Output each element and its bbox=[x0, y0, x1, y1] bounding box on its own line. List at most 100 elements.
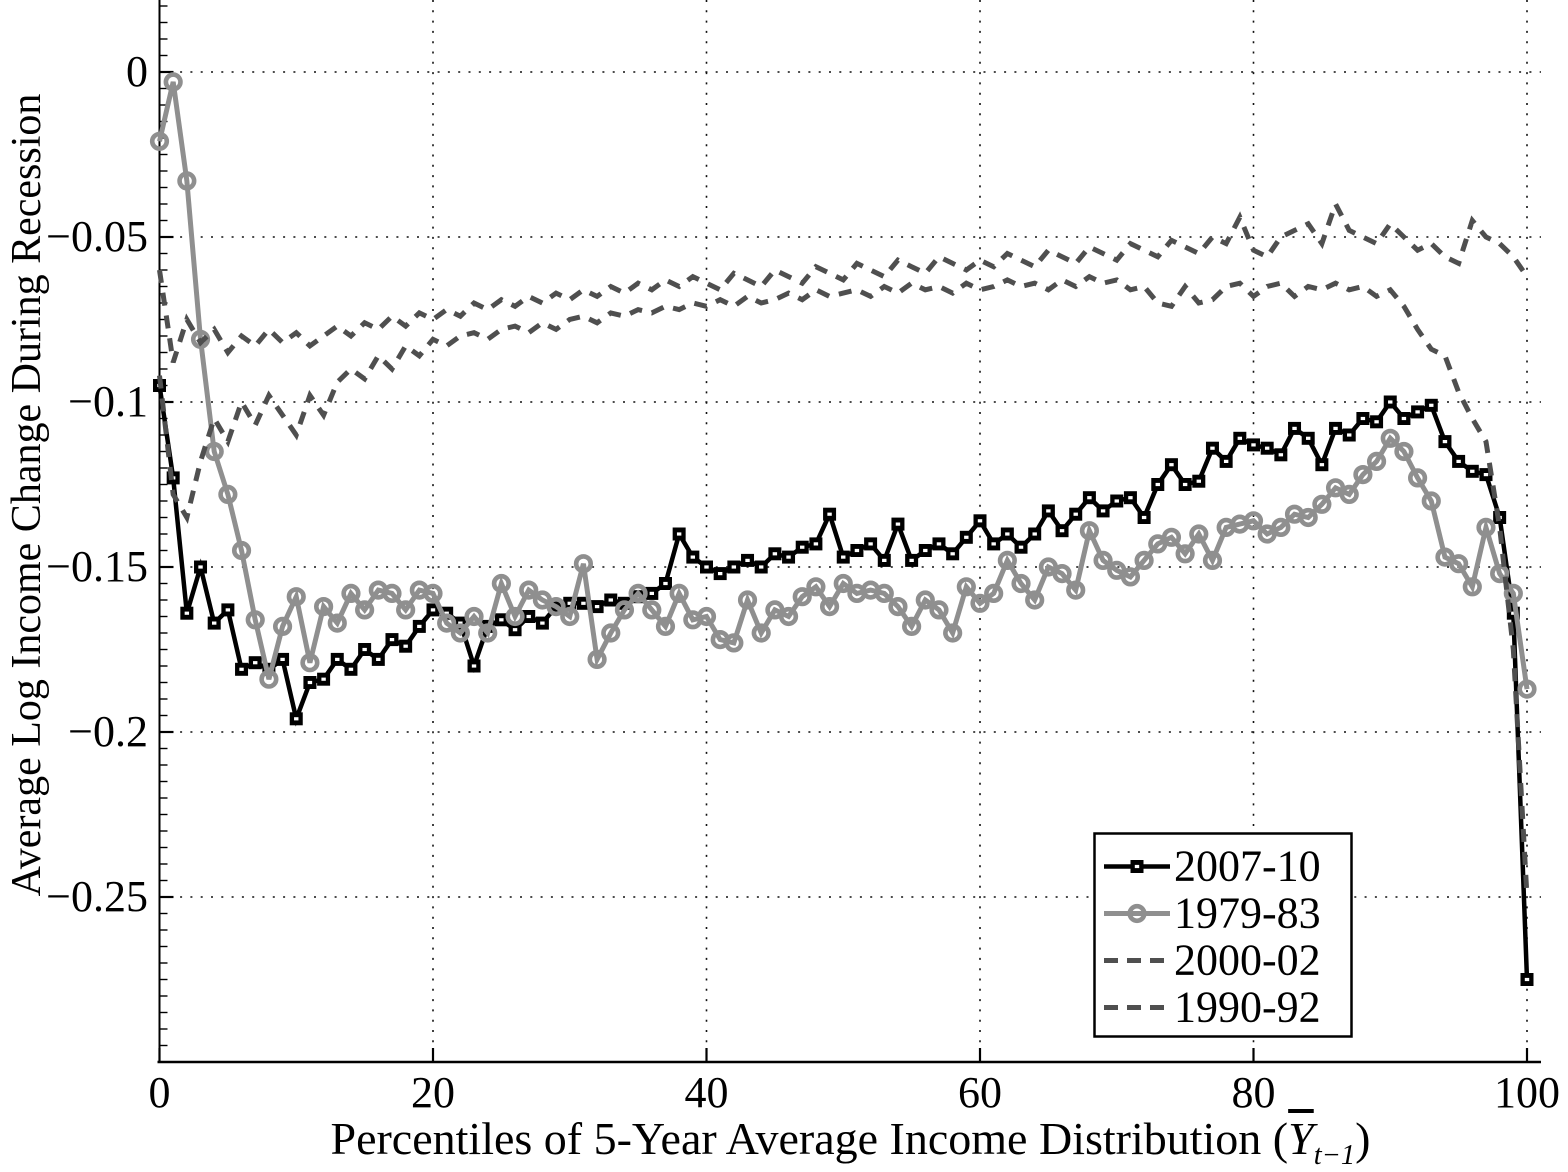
marker-circle bbox=[943, 623, 963, 643]
marker-circle bbox=[314, 596, 334, 617]
marker-square-dot bbox=[1059, 529, 1065, 533]
marker-circle bbox=[751, 623, 771, 643]
marker-square-dot bbox=[225, 608, 231, 612]
marker-square-dot bbox=[471, 664, 477, 668]
marker-circle bbox=[478, 623, 498, 643]
marker-circle bbox=[902, 616, 922, 637]
marker-circle bbox=[1161, 527, 1182, 547]
marker-circle bbox=[1271, 517, 1291, 538]
legend-label-1990-92: 1990-92 bbox=[1174, 983, 1321, 1032]
y-tick-label: −0.15 bbox=[46, 542, 148, 591]
y-tick-label: −0.05 bbox=[46, 212, 148, 261]
marker-circle bbox=[218, 484, 238, 505]
marker-circle bbox=[355, 600, 375, 620]
marker-circle bbox=[1366, 451, 1387, 472]
marker-circle bbox=[272, 616, 293, 637]
marker-circle bbox=[1079, 521, 1099, 541]
marker-square-dot bbox=[1100, 509, 1106, 513]
marker-square-dot bbox=[1360, 416, 1366, 421]
marker-square-dot bbox=[731, 565, 737, 569]
marker-square-dot bbox=[335, 657, 340, 661]
marker-square-dot bbox=[1182, 482, 1188, 487]
marker-square-dot bbox=[212, 621, 217, 625]
marker-square-dot bbox=[1524, 977, 1530, 982]
marker-square-dot bbox=[1155, 482, 1160, 487]
marker-square-dot bbox=[1141, 515, 1147, 520]
marker-circle bbox=[341, 583, 361, 604]
marker-square-dot bbox=[704, 565, 709, 569]
legend: 2007-10 1979-83 2000-02 1990-92 bbox=[1093, 832, 1353, 1038]
marker-square-dot bbox=[458, 621, 463, 625]
marker-circle bbox=[204, 441, 224, 462]
marker-circle bbox=[382, 583, 402, 604]
marker-circle bbox=[1353, 465, 1373, 485]
marker-square-dot bbox=[800, 545, 805, 549]
y-tick-label: −0.25 bbox=[46, 872, 148, 921]
marker-circle bbox=[997, 550, 1017, 571]
marker-circle bbox=[778, 606, 799, 627]
marker-square-dot bbox=[1511, 611, 1516, 615]
marker-circle bbox=[806, 577, 826, 597]
marker-square-dot bbox=[1470, 469, 1475, 473]
marker-circle bbox=[1517, 679, 1537, 699]
marker-square-dot bbox=[1456, 459, 1461, 463]
marker-circle bbox=[519, 580, 539, 600]
marker-square-dot bbox=[417, 624, 422, 628]
marker-circle bbox=[245, 610, 265, 630]
series-line-1979-83 bbox=[157, 81, 1530, 690]
marker-square-dot bbox=[280, 657, 285, 661]
x-axis-label: Percentiles of 5-Year Average Income Dis… bbox=[160, 1112, 1541, 1170]
marker-square-dot bbox=[1442, 440, 1448, 444]
marker-circle bbox=[792, 587, 812, 607]
marker-square-dot bbox=[1114, 499, 1119, 503]
marker-circle bbox=[888, 596, 908, 617]
marker-circle bbox=[614, 600, 635, 620]
marker-square-dot bbox=[499, 618, 504, 622]
marker-square-dot bbox=[1483, 473, 1489, 477]
axes-layer bbox=[157, 0, 1541, 1064]
marker-circle bbox=[1476, 517, 1496, 538]
marker-square-dot bbox=[307, 680, 313, 685]
marker-circle bbox=[642, 600, 662, 620]
marker-circle bbox=[560, 606, 580, 627]
marker-circle bbox=[396, 600, 416, 620]
marker-circle bbox=[450, 623, 470, 643]
marker-square-dot bbox=[690, 555, 696, 559]
marker-square-dot bbox=[1223, 459, 1229, 463]
marker-circle bbox=[1134, 550, 1154, 571]
marker-square-dot bbox=[1210, 446, 1215, 450]
grid-layer bbox=[159, 0, 1541, 1062]
marker-circle bbox=[915, 590, 935, 610]
legend-marker-circle bbox=[1127, 903, 1147, 924]
marker-square-dot bbox=[1237, 436, 1243, 440]
marker-square-dot bbox=[909, 558, 914, 562]
series-1979-83 bbox=[149, 72, 1537, 699]
marker-circle bbox=[655, 616, 676, 637]
marker-circle bbox=[970, 593, 990, 613]
marker-circle bbox=[1503, 583, 1523, 604]
marker-square-dot bbox=[1018, 545, 1024, 549]
marker-circle bbox=[546, 596, 566, 617]
marker-circle bbox=[505, 606, 525, 627]
marker-circle bbox=[1490, 563, 1510, 584]
x-axis-label-text: Percentiles of 5-Year Average Income Dis… bbox=[330, 1113, 1289, 1164]
marker-square-dot bbox=[526, 614, 531, 619]
marker-square-dot bbox=[1128, 496, 1133, 500]
marker-circle bbox=[587, 649, 607, 670]
series-layer bbox=[149, 72, 1537, 986]
marker-circle bbox=[491, 573, 511, 594]
marker-circle bbox=[956, 577, 976, 597]
marker-square-dot bbox=[608, 598, 613, 602]
marker-square-dot bbox=[1429, 403, 1434, 407]
marker-square-dot bbox=[1292, 426, 1297, 430]
series-2000-02 bbox=[157, 273, 1530, 898]
marker-square-dot bbox=[649, 591, 654, 595]
marker-square-dot bbox=[403, 644, 408, 648]
marker-square-dot bbox=[964, 535, 969, 539]
marker-square-dot bbox=[348, 667, 354, 671]
marker-square-dot bbox=[813, 542, 819, 546]
marker-circle bbox=[601, 623, 621, 643]
marker-circle bbox=[1421, 491, 1441, 511]
marker-circle bbox=[1093, 550, 1113, 571]
